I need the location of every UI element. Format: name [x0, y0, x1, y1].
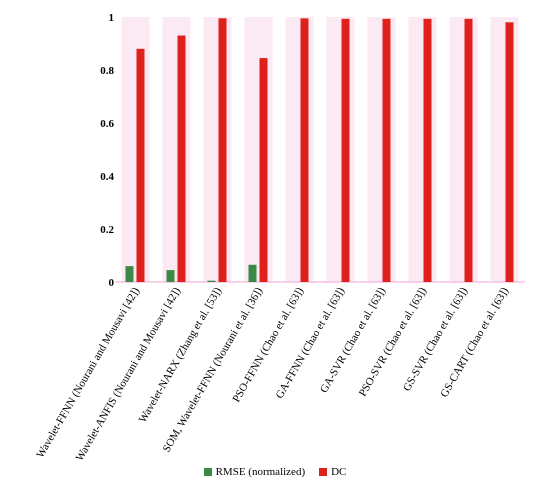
bar-dc: [506, 22, 514, 282]
bar-dc: [424, 19, 432, 282]
y-tick-label: 0.4: [100, 171, 114, 183]
bar-dc: [383, 19, 391, 282]
y-tick-label: 0.8: [100, 65, 114, 77]
bar-rmse: [167, 270, 175, 282]
bar-dc: [137, 49, 145, 282]
legend-item-rmse: RMSE (normalized): [204, 466, 306, 478]
bar-rmse: [126, 266, 134, 282]
x-tick-label: GA-FFNN (Chao et al. [63]): [274, 285, 348, 401]
category-band: [327, 17, 355, 282]
y-tick-label: 1: [109, 12, 115, 24]
bar-dc: [342, 19, 350, 282]
legend-swatch-dc: [319, 468, 327, 476]
legend-item-dc: DC: [319, 466, 346, 478]
bar-rmse: [249, 265, 257, 282]
y-tick-label: 0.6: [100, 118, 114, 130]
bar-dc: [260, 58, 268, 282]
legend-label-dc: DC: [331, 466, 346, 478]
category-band: [409, 17, 437, 282]
bar-dc: [219, 18, 227, 282]
bar-rmse: [208, 281, 216, 282]
legend: RMSE (normalized) DC: [0, 466, 550, 478]
y-tick-label: 0: [109, 277, 115, 289]
legend-swatch-rmse: [204, 468, 212, 476]
category-band: [286, 17, 314, 282]
category-band: [368, 17, 396, 282]
x-tick-label: PSO-FFNN (Chao et al. [63]): [230, 285, 306, 404]
category-band: [491, 17, 519, 282]
x-tick-label: Wavelet-NARX (Zhang et al. [53]): [137, 285, 225, 425]
category-band: [450, 17, 478, 282]
category-band: [245, 17, 273, 282]
category-band: [163, 17, 191, 282]
bar-dc: [178, 36, 186, 282]
legend-label-rmse: RMSE (normalized): [216, 466, 306, 478]
y-tick-label: 0.2: [100, 224, 114, 236]
bar-dc: [301, 18, 309, 282]
bar-dc: [465, 19, 473, 282]
category-band: [122, 17, 150, 282]
category-band: [204, 17, 232, 282]
